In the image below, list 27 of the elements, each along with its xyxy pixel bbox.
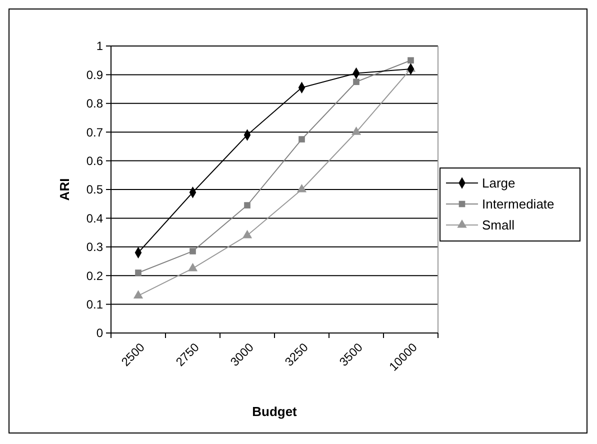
y-tick-label: 0.9: [86, 68, 104, 82]
point: [133, 290, 144, 298]
y-tick-label: 0.7: [86, 125, 104, 140]
point: [298, 136, 305, 142]
y-tick-label: 0.6: [86, 154, 104, 168]
y-tick-label: 0.1: [86, 298, 104, 312]
legend-label: Large: [482, 176, 516, 191]
y-tick-label: 0.3: [86, 240, 104, 254]
point: [190, 248, 196, 254]
legend-label: Small: [482, 218, 515, 233]
y-tick-label: 1: [96, 39, 104, 54]
point: [351, 126, 362, 135]
legend-label: Intermediate: [482, 196, 554, 212]
point: [188, 262, 198, 272]
y-tick-label: 0.4: [86, 211, 104, 226]
point: [296, 184, 307, 192]
y-tick-label: 0.5: [86, 182, 104, 197]
y-tick-label: 0.2: [86, 268, 104, 283]
point: [244, 202, 250, 208]
y-tick-label: 0: [96, 326, 104, 340]
y-axis-title: ARI: [57, 178, 72, 201]
y-tick-label: 0.8: [86, 96, 104, 111]
x-axis-title: Budget: [252, 404, 298, 419]
point: [353, 78, 360, 86]
point: [135, 270, 142, 276]
point: [242, 230, 252, 238]
point: [408, 57, 414, 64]
